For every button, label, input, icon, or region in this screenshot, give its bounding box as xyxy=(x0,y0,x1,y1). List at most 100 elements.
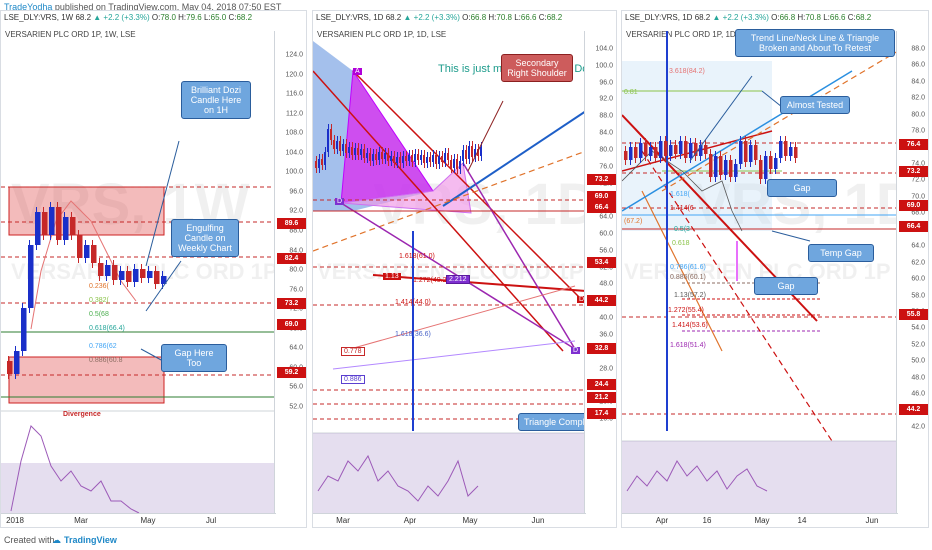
candle xyxy=(441,156,443,162)
candle xyxy=(318,159,320,168)
callout-pointer xyxy=(771,230,811,242)
y-tick: 68.0 xyxy=(911,209,925,217)
time-axis[interactable]: 2018 Mar May Jul xyxy=(1,513,276,527)
candle xyxy=(744,141,748,162)
price-plot[interactable] xyxy=(1,31,276,515)
ohlc-legend: LSE_DLY:VRS, 1D 68.2 ▲ +2.2 (+3.3%) O:66… xyxy=(316,13,563,22)
moving-average xyxy=(30,200,137,330)
y-tick: 88.0 xyxy=(289,227,303,235)
candles xyxy=(7,202,167,379)
candle xyxy=(63,217,69,240)
candle xyxy=(315,161,317,168)
candle xyxy=(468,146,470,159)
candle xyxy=(779,141,783,158)
y-tick: 76.0 xyxy=(599,163,613,171)
y-tick: 48.0 xyxy=(911,374,925,382)
price-level-label: 55.8 xyxy=(899,308,928,320)
fib-label: 1.618(51.4) xyxy=(670,342,706,349)
x-tick: Jun xyxy=(531,516,545,525)
y-tick: 72.0 xyxy=(911,176,925,184)
y-tick: 56.0 xyxy=(599,247,613,255)
candle xyxy=(639,143,643,158)
candle xyxy=(684,141,688,158)
candle xyxy=(348,147,350,153)
y-tick: 84.0 xyxy=(599,129,613,137)
candle xyxy=(105,265,111,276)
candle xyxy=(28,245,34,308)
y-tick: 70.0 xyxy=(911,193,925,201)
candle xyxy=(417,154,419,160)
price-axis[interactable]: 104.0100.096.092.088.084.080.076.072.068… xyxy=(584,31,616,527)
supply-zone xyxy=(8,186,165,236)
fib-label: 3.618(84.2) xyxy=(669,68,705,75)
close-value: 68.2 xyxy=(855,13,872,22)
candle xyxy=(759,160,763,179)
fib-label: 1.618(61.0) xyxy=(399,253,435,260)
trend-line xyxy=(372,274,586,292)
price-axis[interactable]: 124.0 120.0 116.0 112.0 108.0 104.0 100.0 96.0 9… xyxy=(274,31,306,527)
price-axis[interactable]: 88.086.084.082.080.078.076.074.072.070.0… xyxy=(896,31,928,527)
last-price: 68.2 xyxy=(75,13,92,22)
price-plot[interactable] xyxy=(622,31,898,515)
candle xyxy=(154,271,160,284)
candle xyxy=(399,157,401,163)
time-axis[interactable]: Apr 16 May 14 Jun xyxy=(622,513,898,527)
change: ▲ +2.2 (+3.3%) xyxy=(712,13,769,22)
fib-label: 1.414(53.6) xyxy=(672,322,708,329)
x-tick: Jun xyxy=(865,516,879,525)
close-value: 68.2 xyxy=(236,13,253,22)
candles xyxy=(315,124,482,174)
price-level-label: 17.4 xyxy=(587,408,616,420)
fib-label: 1.272(49.2) xyxy=(413,277,449,284)
x-tick: 16 xyxy=(702,516,712,525)
y-tick: 96.0 xyxy=(289,188,303,196)
created-with-text: Created with xyxy=(4,535,55,545)
weekly-chart-panel[interactable]: LSE_DLY:VRS, 1W 68.2 ▲ +2.2 (+3.3%) O:78… xyxy=(0,10,307,528)
publisher-name[interactable]: TradeYodha xyxy=(4,2,53,12)
callout-pointer xyxy=(145,260,182,312)
symbol-title: VERSARIEN PLC ORD 1P, 1D, LSE xyxy=(626,30,756,39)
candle xyxy=(56,207,62,240)
callout-secondary-shoulder: Secondary Right Shoulder xyxy=(501,54,573,82)
candle xyxy=(14,351,20,374)
candle xyxy=(119,271,125,280)
fib-label: 0.886(60.1) xyxy=(670,274,706,281)
candle xyxy=(709,154,713,177)
candle xyxy=(474,149,476,157)
candle xyxy=(414,154,416,162)
candle xyxy=(429,157,431,162)
price-level-label: 53.4 xyxy=(587,256,616,268)
ticker: LSE_DLY:VRS, 1W xyxy=(4,13,74,22)
daily-chart-panel-a[interactable]: LSE_DLY:VRS, 1D 68.2 ▲ +2.2 (+3.3%) O:66… xyxy=(312,10,617,528)
candle xyxy=(330,129,332,140)
price-plot[interactable] xyxy=(313,31,586,515)
candle xyxy=(669,145,673,156)
y-tick: 88.0 xyxy=(599,112,613,120)
daily-chart-panel-b[interactable]: LSE_DLY:VRS, 1D 68.2 ▲ +2.2 (+3.3%) O:66… xyxy=(621,10,929,528)
y-tick: 120.0 xyxy=(285,71,303,79)
price-level-label: 66.4 xyxy=(587,202,616,214)
low-value: 65.0 xyxy=(210,13,227,22)
y-tick: 64.0 xyxy=(289,344,303,352)
callout-dozi-candle: Brilliant Dozi Candle Here on 1H xyxy=(181,81,251,119)
candles xyxy=(624,136,798,184)
y-tick: 52.0 xyxy=(911,341,925,349)
callout-temp-gap: Temp Gap xyxy=(808,244,874,262)
y-tick: 52.0 xyxy=(289,403,303,411)
candle xyxy=(465,150,467,159)
ticker: LSE_DLY:VRS, 1D xyxy=(316,13,384,22)
y-tick: 86.0 xyxy=(911,61,925,69)
candle xyxy=(98,263,104,276)
open-value: 66.8 xyxy=(470,13,487,22)
tradingview-brand[interactable]: TradingView xyxy=(64,535,117,545)
last-price: 68.2 xyxy=(694,13,711,22)
candle xyxy=(704,145,708,154)
candle xyxy=(794,147,798,158)
candle xyxy=(21,308,27,351)
candle xyxy=(719,156,723,175)
candle xyxy=(450,160,452,168)
time-axis[interactable]: Mar Apr May Jun xyxy=(313,513,586,527)
price-level-label: 59.2 xyxy=(277,366,306,378)
candle xyxy=(694,143,698,156)
callout-gap: Gap Here Too xyxy=(161,344,227,372)
